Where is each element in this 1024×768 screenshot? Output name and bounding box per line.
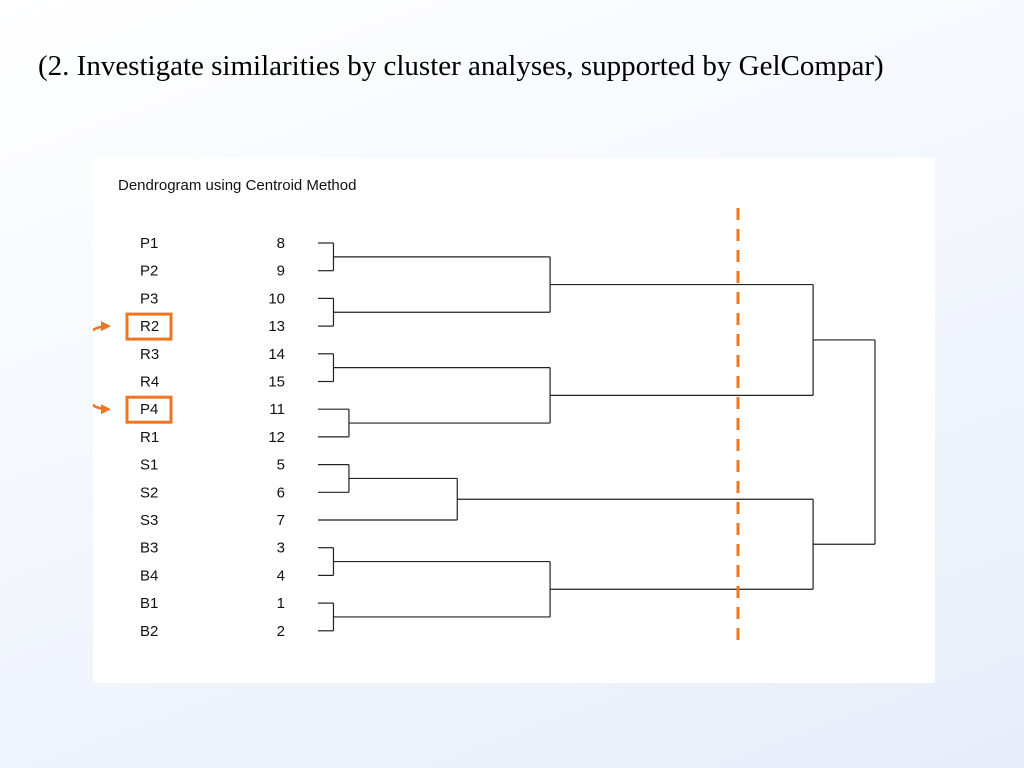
case-number: 1 [277, 595, 285, 612]
leaf-label-b4: B4 [140, 567, 158, 584]
case-number: 12 [268, 429, 285, 446]
case-number: 13 [268, 318, 285, 335]
leaf-label-s3: S3 [140, 512, 158, 529]
case-number: 4 [277, 567, 285, 584]
leaf-label-b2: B2 [140, 623, 158, 640]
leaf-label-b1: B1 [140, 595, 158, 612]
case-number: 8 [277, 235, 285, 252]
leaf-label-r3: R3 [140, 346, 159, 363]
leaf-label-p2: P2 [140, 263, 158, 280]
case-number: 2 [277, 623, 285, 640]
slide-title: (2. Investigate similarities by cluster … [38, 50, 884, 82]
link-arrow [93, 324, 110, 411]
leaf-label-b3: B3 [140, 540, 158, 557]
leaf-label-p4: P4 [140, 401, 158, 418]
case-number: 5 [277, 457, 285, 474]
dendrogram-figure: Dendrogram using Centroid Method P1 8 P2 9 P… [93, 158, 935, 683]
case-number: 10 [268, 290, 285, 307]
case-number: 15 [268, 374, 285, 391]
dendrogram-tree [318, 242, 876, 632]
case-number: 11 [269, 401, 285, 418]
case-number: 3 [277, 540, 285, 557]
case-number: 9 [277, 263, 285, 280]
arrowhead-top [101, 321, 111, 332]
dendrogram-title: Dendrogram using Centroid Method [118, 177, 356, 194]
case-number: 14 [268, 346, 285, 363]
annotations [93, 208, 740, 643]
leaf-label-r2: R2 [140, 318, 159, 335]
case-number: 6 [277, 484, 285, 501]
leaf-label-r1: R1 [140, 429, 159, 446]
leaf-label-s1: S1 [140, 457, 158, 474]
case-number: 7 [277, 512, 285, 529]
arrowhead-bottom [101, 404, 111, 415]
leaf-label-p3: P3 [140, 290, 158, 307]
leaf-label-p1: P1 [140, 235, 158, 252]
leaf-label-r4: R4 [140, 374, 159, 391]
highlight-box-p4 [125, 395, 173, 424]
dendrogram-chart: Dendrogram using Centroid Method P1 8 P2 9 P… [93, 177, 876, 643]
highlight-box-r2 [125, 312, 173, 341]
leaf-label-s2: S2 [140, 484, 158, 501]
